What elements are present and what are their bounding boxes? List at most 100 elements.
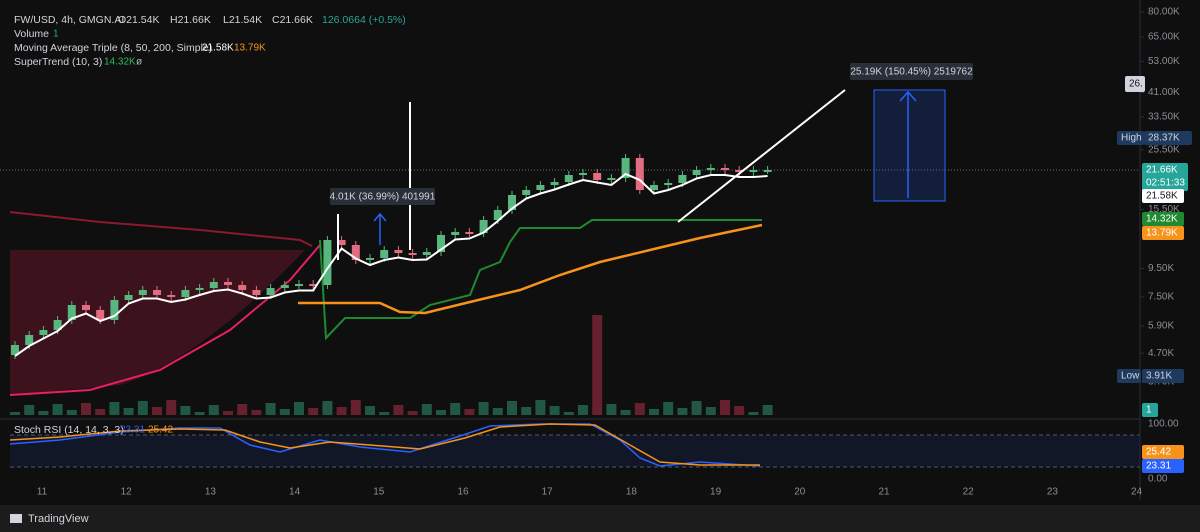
time-tick-label: 17 [542, 487, 554, 498]
supertrend-band [10, 250, 305, 395]
ma1-badge: 21.58K [1146, 191, 1178, 202]
measure-box [873, 89, 946, 202]
time-tick-label: 19 [710, 487, 722, 498]
measure-label: 25.19K (150.45%) 2519762 [850, 67, 973, 78]
price-tick-label: 7.50K [1148, 292, 1174, 303]
ma2-badge-bg [1142, 226, 1184, 240]
candle-body [323, 240, 332, 285]
candle-body [564, 175, 573, 182]
header: FW/USD, 4h, GMGN.AI O21.54K H21.66K L21.… [14, 14, 406, 436]
candle-body [437, 235, 445, 252]
supertrend-up [319, 219, 762, 341]
candle-body [67, 305, 76, 320]
supertrend-down [9, 211, 313, 247]
candle-body [53, 320, 62, 330]
indicator-value: 23.31 [120, 425, 145, 436]
candle-body [224, 282, 232, 285]
candle-body [181, 290, 190, 297]
time-tick-label: 20 [794, 487, 806, 498]
candle-body [721, 168, 729, 170]
price-tick-label: 65.00K [1148, 32, 1180, 43]
volume-bar [421, 404, 432, 415]
candle-body [593, 173, 602, 180]
price-badge: 26. [1129, 79, 1143, 90]
volume-bar [464, 409, 475, 415]
indicator-value: 25.42 [148, 425, 173, 436]
volume-bar [336, 407, 347, 415]
indicator-label: Stoch RSI (14, 14, 3, 3) [14, 424, 124, 436]
volume-bar [308, 408, 319, 415]
low-badge-bg [1142, 369, 1184, 383]
volume-bar [705, 407, 716, 415]
last-price-bg [1142, 163, 1188, 191]
indicator-label: SuperTrend (10, 3) [14, 56, 102, 68]
candle-body [536, 185, 545, 190]
volume-bar [521, 407, 532, 415]
time-tick-label: 14 [289, 487, 301, 498]
volume-bar [350, 400, 361, 415]
time-tick-label: 18 [626, 487, 638, 498]
candle-body [96, 310, 105, 320]
candle-body [153, 290, 161, 295]
candle-body [124, 295, 133, 300]
volume-bar [251, 410, 262, 415]
candle-body [167, 295, 176, 297]
volume-bar [265, 403, 276, 415]
volume-bar [663, 402, 674, 415]
candle-body [550, 182, 559, 185]
time-tick-label: 12 [121, 487, 133, 498]
stoch-k [9, 423, 761, 467]
volume-bar [393, 405, 404, 415]
indicator-value: 21.58K [202, 43, 234, 54]
candle-body [465, 232, 474, 234]
candle-body [280, 285, 289, 288]
ohlc: L21.54K [223, 14, 262, 26]
candle-body [508, 195, 516, 210]
candle-body [664, 183, 673, 185]
time-tick-label: 13 [205, 487, 217, 498]
price-tick-label: 5.90K [1148, 320, 1174, 331]
ma-slow [298, 223, 763, 315]
trend-line [677, 89, 846, 223]
candle-body [295, 284, 303, 286]
indicator-label: Moving Average Triple (8, 50, 200, Simpl… [14, 42, 212, 54]
stoch-d [9, 423, 760, 466]
volume-bar [549, 406, 560, 415]
candle-body [351, 245, 360, 260]
supertrend-curve [9, 244, 321, 396]
low-badge: 3.91K [1146, 371, 1172, 382]
countdown: 02:51:33 [1146, 178, 1185, 189]
measure-label-bg [330, 188, 435, 205]
volume-bar [634, 403, 645, 415]
volume-bar [294, 402, 304, 415]
volume-badge: 1 [1146, 405, 1152, 416]
high-label-bg [1117, 131, 1144, 145]
price-tick-label: 9.50K [1148, 263, 1174, 274]
candle-body [735, 170, 744, 172]
price-badge-bg [1125, 76, 1145, 92]
high-badge-bg [1144, 131, 1192, 145]
volume-bar [237, 404, 248, 415]
indicator-label: Volume [14, 28, 49, 40]
price-tick-label: 4.70K [1148, 348, 1174, 359]
volume-bar [38, 411, 49, 415]
stoch-tick-label: 100.00 [1148, 419, 1179, 430]
high-label: High [1121, 133, 1142, 144]
symbol: FW/USD, 4h, GMGN.AI [14, 14, 124, 26]
ohlc: H21.66K [170, 14, 211, 26]
candle-body [209, 282, 218, 288]
candle-body [692, 170, 701, 175]
volume-bar [578, 405, 588, 415]
time-tick-label: 23 [1047, 487, 1059, 498]
volume-bar [620, 410, 631, 415]
volume-bar [365, 406, 375, 415]
ohlc: C21.66K [272, 14, 313, 26]
candle-body [25, 335, 34, 345]
price-tick-label: 33.50K [1148, 111, 1180, 122]
price-tick-label: 15.50K [1148, 204, 1180, 215]
candle-body [607, 178, 616, 180]
time-tick-label: 15 [373, 487, 385, 498]
volume-bar [152, 407, 162, 415]
time-tick-label: 16 [457, 487, 469, 498]
